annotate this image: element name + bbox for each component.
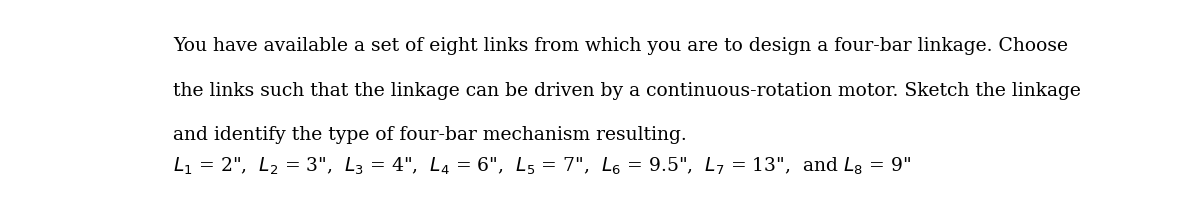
Text: You have available a set of eight links from which you are to design a four-bar : You have available a set of eight links …	[173, 37, 1068, 55]
Text: the links such that the linkage can be driven by a continuous-rotation motor. Sk: the links such that the linkage can be d…	[173, 82, 1081, 100]
Text: $\it{L}$$_1$ = 2",  $\it{L}$$_2$ = 3",  $\it{L}$$_3$ = 4",  $\it{L}$$_4$ = 6",  : $\it{L}$$_1$ = 2", $\it{L}$$_2$ = 3", $\…	[173, 156, 912, 177]
Text: and identify the type of four-bar mechanism resulting.: and identify the type of four-bar mechan…	[173, 126, 686, 144]
